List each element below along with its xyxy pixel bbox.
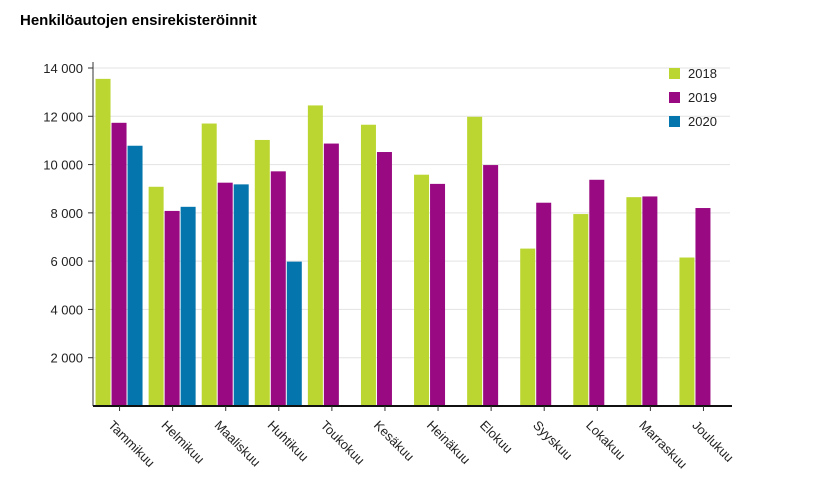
- bar-2018-helmikuu: [148, 186, 164, 406]
- legend: 2018 2019 2020: [669, 66, 717, 129]
- gridlines: [93, 67, 730, 359]
- bar-2018-heinäkuu: [414, 174, 430, 406]
- bar-2018-marraskuu: [626, 197, 642, 406]
- bar-2019-elokuu: [483, 165, 499, 406]
- y-tick-label: 8 000: [50, 206, 83, 221]
- bar-2020-helmikuu: [180, 206, 196, 406]
- y-tick-label: 6 000: [50, 254, 83, 269]
- legend-label-2018: 2018: [688, 66, 717, 81]
- legend-swatch-2019: [669, 92, 680, 103]
- bar-2019-huhtikuu: [270, 171, 286, 406]
- bar-2019-toukokuu: [323, 143, 339, 406]
- chart-title: Henkilöautojen ensirekisteröinnit: [20, 12, 257, 29]
- bar-2018-joulukuu: [679, 257, 695, 406]
- x-tick-label: Marraskuu: [636, 418, 690, 472]
- bar-2020-tammikuu: [127, 145, 143, 407]
- y-tick-label: 12 000: [43, 109, 83, 124]
- x-tick-label: Joulukuu: [689, 418, 736, 465]
- x-tick-label: Helmikuu: [159, 418, 208, 467]
- x-tick-label: Tammikuu: [105, 418, 158, 471]
- bar-2018-huhtikuu: [254, 139, 270, 406]
- bar-2018-elokuu: [467, 116, 483, 407]
- bar-2019-marraskuu: [642, 196, 658, 406]
- bar-2019-kesäkuu: [376, 152, 392, 406]
- bar-2020-maaliskuu: [233, 184, 249, 406]
- bar-2018-tammikuu: [95, 78, 111, 406]
- bar-2019-maaliskuu: [217, 182, 233, 406]
- bar-2019-joulukuu: [695, 208, 711, 406]
- x-tick-label: Maaliskuu: [212, 418, 264, 470]
- bar-2019-lokakuu: [589, 179, 605, 406]
- legend-swatch-2020: [669, 116, 680, 127]
- bar-2018-lokakuu: [573, 214, 589, 406]
- x-tick-label: Heinäkuu: [424, 418, 473, 467]
- bar-2018-toukokuu: [307, 105, 323, 407]
- y-tick-label: 10 000: [43, 158, 83, 173]
- bar-2018-maaliskuu: [201, 123, 217, 407]
- legend-label-2020: 2020: [688, 114, 717, 129]
- bar-2020-huhtikuu: [286, 261, 302, 406]
- x-tick-label: Kesäkuu: [371, 418, 417, 464]
- bar-2019-syyskuu: [536, 202, 552, 406]
- bar-2019-tammikuu: [111, 122, 127, 406]
- y-axis: 2 000 4 000 6 000 8 000 10 000 12 000 14 000: [43, 61, 94, 406]
- y-tick-label: 2 000: [50, 351, 83, 366]
- x-tick-label: Lokakuu: [583, 418, 628, 463]
- bar-2018-syyskuu: [520, 248, 536, 406]
- bar-2019-heinäkuu: [430, 183, 446, 406]
- bar-2018-kesäkuu: [360, 124, 376, 406]
- y-tick-label: 4 000: [50, 302, 83, 317]
- x-tick-label: Huhtikuu: [265, 418, 312, 465]
- legend-swatch-2018: [669, 68, 680, 79]
- x-tick-label: Elokuu: [477, 418, 516, 457]
- bars: [95, 78, 711, 407]
- y-tick-label: 14 000: [43, 61, 83, 76]
- x-tick-label: Syyskuu: [530, 418, 575, 463]
- legend-label-2019: 2019: [688, 90, 717, 105]
- x-tick-label: Toukokuu: [318, 418, 368, 468]
- bar-2019-helmikuu: [164, 210, 180, 406]
- x-axis: Tammikuu Helmikuu Maaliskuu Huhtikuu Toukoku…: [93, 405, 737, 472]
